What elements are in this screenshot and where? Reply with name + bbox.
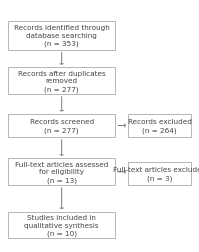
FancyBboxPatch shape [128,163,191,185]
FancyBboxPatch shape [128,115,191,137]
Text: Records excluded
(n = 264): Records excluded (n = 264) [128,119,192,133]
Text: Records screened
(n = 277): Records screened (n = 277) [30,119,94,133]
FancyBboxPatch shape [8,68,115,94]
FancyBboxPatch shape [8,115,115,137]
FancyBboxPatch shape [8,21,115,50]
FancyBboxPatch shape [8,159,115,185]
Text: Full-text articles excluded
(n = 3): Full-text articles excluded (n = 3) [113,167,199,181]
Text: Full-text articles assessed
for eligibility
(n = 13): Full-text articles assessed for eligibil… [15,161,108,183]
Text: Records identified through
database searching
(n = 353): Records identified through database sear… [14,25,110,47]
Text: Studies included in
qualitative synthesis
(n = 10): Studies included in qualitative synthesi… [24,214,99,236]
FancyBboxPatch shape [8,212,115,238]
Text: Records after duplicates
removed
(n = 277): Records after duplicates removed (n = 27… [18,70,105,92]
